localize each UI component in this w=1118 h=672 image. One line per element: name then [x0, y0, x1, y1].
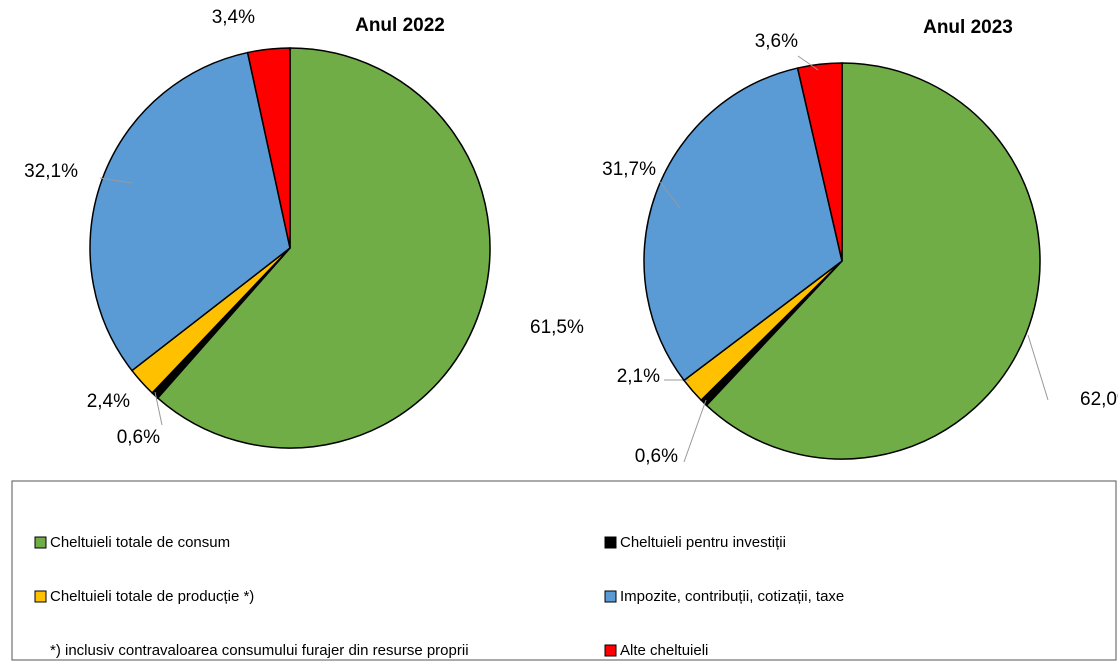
legend-label: Impozite, contribuții, cotizații, taxe [620, 588, 844, 605]
leader-line [797, 55, 819, 71]
data-label: 0,6% [635, 446, 678, 467]
data-label: 62,0% [1080, 389, 1118, 410]
legend-swatch [34, 590, 47, 603]
legend-label: Cheltuieli totale de producție *) [50, 588, 254, 605]
legend-label: Alte cheltuieli [620, 642, 708, 659]
leader-line [659, 181, 681, 209]
leader-line [683, 399, 707, 463]
chart-title: Anul 2023 [923, 17, 1013, 38]
legend-swatch [34, 536, 47, 549]
legend-swatch [604, 536, 617, 549]
data-label: 0,6% [117, 427, 160, 448]
legend-label: Cheltuieli totale de consum [50, 534, 230, 551]
legend-swatch [604, 590, 617, 603]
pie-slice [643, 67, 843, 382]
leader-line [154, 391, 163, 426]
legend-swatch [604, 644, 617, 657]
data-label: 32,1% [24, 161, 78, 182]
pie-slice [705, 62, 1041, 460]
legend-note: *) inclusiv contravaloarea consumului fu… [50, 642, 469, 659]
pie-slice [156, 47, 491, 449]
leader-line [99, 177, 133, 184]
data-label: 2,1% [617, 366, 660, 387]
pie-slice [796, 62, 843, 262]
legend-label: Cheltuieli pentru investiții [620, 534, 786, 551]
data-label: 31,7% [602, 159, 656, 180]
pie-slice [246, 47, 291, 249]
data-label: 61,5% [530, 317, 584, 338]
data-label: 2,4% [87, 391, 130, 412]
chart-title: Anul 2022 [355, 15, 445, 36]
leader-line [1027, 334, 1049, 401]
data-label: 3,4% [212, 7, 255, 28]
pie-slice [89, 51, 291, 372]
legend-box [11, 480, 1117, 661]
data-label: 3,6% [755, 31, 798, 52]
